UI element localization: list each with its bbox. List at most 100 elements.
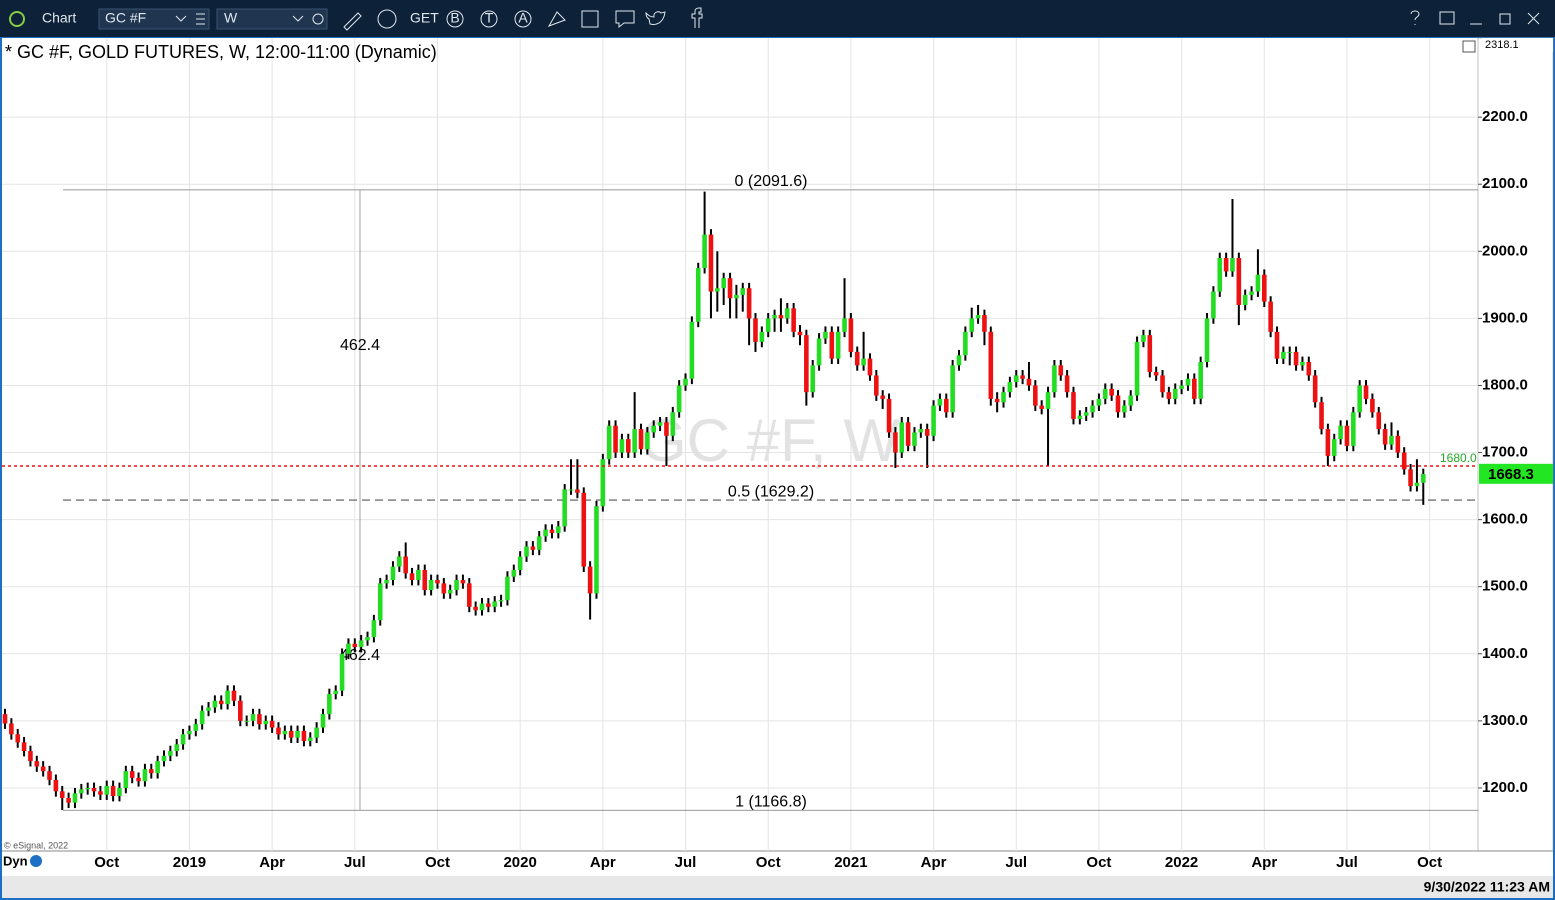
twitter-icon[interactable] [645, 11, 666, 25]
dropdown-icon[interactable] [175, 15, 187, 22]
draw-icon[interactable] [343, 12, 362, 31]
candle-body [2, 714, 8, 724]
candle-body [390, 566, 396, 580]
candle-body [765, 318, 771, 332]
candle-body [352, 643, 358, 648]
candle-body [899, 422, 905, 453]
menu-icon[interactable] [196, 13, 205, 25]
candle-body [1185, 378, 1191, 386]
candle-body [180, 734, 186, 745]
candle-body [1147, 335, 1153, 373]
candle-body [931, 405, 936, 436]
y-tick-label: 2100.0 [1482, 175, 1528, 192]
candle-body [1363, 385, 1369, 399]
candle-body [231, 690, 237, 701]
candle-body [148, 769, 154, 774]
candle-body [346, 643, 351, 654]
candle-body [1007, 382, 1013, 393]
candle-body [1166, 392, 1172, 399]
candle-body [1064, 375, 1070, 393]
candle-body [784, 308, 790, 319]
candle-body [110, 785, 116, 796]
x-tick-label: Oct [94, 854, 119, 871]
candle-body [1287, 351, 1293, 353]
restore-icon[interactable] [1499, 13, 1511, 25]
symbol-box[interactable] [98, 8, 210, 30]
candle-body [1293, 351, 1299, 366]
facebook-icon[interactable] [691, 7, 703, 28]
study-icon[interactable] [377, 9, 397, 29]
candle-body [511, 569, 517, 577]
interval-box[interactable] [216, 8, 328, 30]
dyn-label: Dyn [3, 853, 28, 868]
candle-body [549, 529, 555, 534]
icon-circle[interactable] [446, 10, 464, 28]
candle-body [982, 315, 987, 332]
watermark: GC #F, W [640, 407, 900, 474]
candle-body [1325, 429, 1331, 456]
candle-body [466, 583, 472, 607]
dropdown-icon[interactable] [292, 15, 304, 22]
candle-body [409, 573, 415, 580]
icon-letter[interactable]: T [485, 10, 494, 26]
candle-body [263, 720, 269, 725]
candle-body [59, 791, 65, 799]
axis-top-label: 2318.1 [1485, 39, 1519, 51]
candle-body [657, 422, 663, 426]
candle-body [1414, 482, 1420, 487]
candle-body [708, 234, 714, 292]
candle-body [1344, 425, 1350, 446]
candle-body [129, 771, 135, 778]
y-tick-label: 1900.0 [1482, 309, 1528, 326]
candle-body [142, 769, 148, 782]
close-icon[interactable] [1527, 12, 1540, 25]
get-button[interactable]: GET [410, 10, 439, 26]
candle-body [1274, 331, 1280, 359]
lock-icon[interactable] [30, 855, 42, 867]
candle-body [422, 569, 428, 591]
candle-body [1045, 392, 1051, 409]
axis-button[interactable] [1462, 40, 1476, 53]
icon-letter[interactable]: B [450, 10, 459, 26]
candle-body [543, 529, 548, 537]
last-price-label: 1668.3 [1488, 466, 1534, 483]
x-tick-label: Oct [756, 854, 781, 871]
candle-body [505, 576, 510, 601]
candle-body [613, 425, 618, 453]
candle-body [562, 489, 567, 527]
symbol: GC #F [105, 10, 146, 26]
interval: W [224, 10, 238, 26]
clock-icon[interactable] [312, 13, 324, 25]
icon-circle[interactable] [514, 10, 532, 28]
candle-body [441, 583, 447, 594]
candle-body [1128, 395, 1134, 406]
candle-body [28, 751, 33, 762]
y-tick-label: 2200.0 [1482, 108, 1528, 125]
candle-body [117, 787, 122, 796]
candle-body [377, 583, 383, 621]
y-tick-label: 1500.0 [1482, 578, 1528, 595]
candle-body [498, 600, 504, 602]
x-tick-label: Apr [921, 854, 947, 871]
icon-letter[interactable]: A [518, 10, 528, 26]
candle-body [600, 459, 606, 507]
candle-body [905, 422, 911, 446]
note-icon[interactable] [581, 10, 599, 28]
candle-body [975, 315, 981, 319]
candle-body [1249, 291, 1254, 295]
x-tick-label: Jul [1005, 854, 1027, 871]
window-icon[interactable] [1439, 11, 1455, 25]
y-tick-label: 2000.0 [1482, 242, 1528, 259]
candle-body [1077, 415, 1083, 420]
help-icon[interactable] [1410, 10, 1420, 25]
candle-body [721, 278, 726, 289]
candle-body [695, 268, 701, 322]
candle-body [1408, 469, 1413, 487]
icon-circle[interactable] [480, 10, 498, 28]
candle-body [358, 640, 364, 648]
candle-body [1102, 388, 1108, 399]
candle-body [282, 730, 288, 735]
app-icon[interactable] [9, 11, 25, 27]
comment-icon[interactable] [615, 10, 635, 29]
tool-icon[interactable] [547, 11, 566, 27]
